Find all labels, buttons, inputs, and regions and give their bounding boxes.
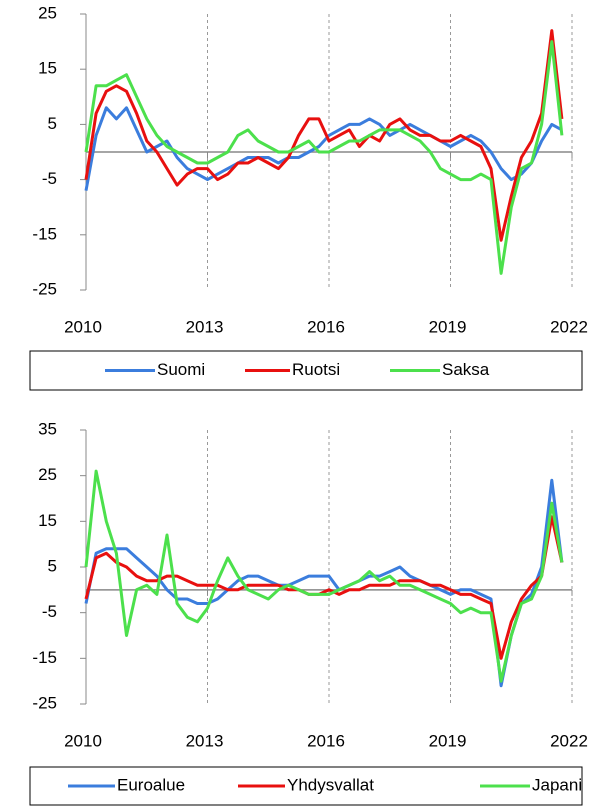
- x-tick-label: 2016: [307, 317, 345, 336]
- y-tick-label: -15: [32, 648, 57, 667]
- y-tick-label: -5: [42, 602, 57, 621]
- legend-label: Japani: [532, 775, 582, 794]
- legend-label: Saksa: [442, 360, 490, 379]
- x-tick-label: 2010: [64, 731, 102, 750]
- legend-box: [29, 766, 583, 806]
- x-tick-label: 2022: [550, 731, 588, 750]
- legend-label: Yhdysvallat: [287, 775, 374, 794]
- x-tick-label: 2010: [64, 317, 102, 336]
- y-tick-label: 25: [38, 3, 57, 22]
- x-tick-label: 2019: [429, 317, 467, 336]
- y-tick-label: 5: [48, 114, 57, 133]
- legend-label: Ruotsi: [292, 360, 340, 379]
- series-line: [84, 478, 564, 688]
- y-tick-label: -5: [42, 169, 57, 188]
- y-tick-label: 15: [38, 511, 57, 530]
- y-tick-label: 35: [38, 419, 57, 438]
- y-tick-label: -15: [32, 224, 57, 243]
- legend-label: Euroalue: [117, 775, 185, 794]
- x-tick-label: 2016: [307, 731, 345, 750]
- legend-label: Suomi: [157, 360, 205, 379]
- series-line: [84, 106, 563, 191]
- series-line: [84, 29, 564, 242]
- x-tick-label: 2013: [186, 731, 224, 750]
- x-tick-label: 2013: [186, 317, 224, 336]
- x-tick-label: 2022: [550, 317, 588, 336]
- y-tick-label: 15: [38, 59, 57, 78]
- y-tick-label: 5: [48, 556, 57, 575]
- y-tick-label: -25: [32, 693, 57, 712]
- legend-box: [29, 350, 583, 391]
- series-line: [84, 515, 564, 660]
- series-line: [84, 40, 564, 275]
- y-tick-label: 25: [38, 465, 57, 484]
- x-tick-label: 2019: [429, 731, 467, 750]
- series-line: [84, 469, 564, 683]
- y-tick-label: -25: [32, 279, 57, 298]
